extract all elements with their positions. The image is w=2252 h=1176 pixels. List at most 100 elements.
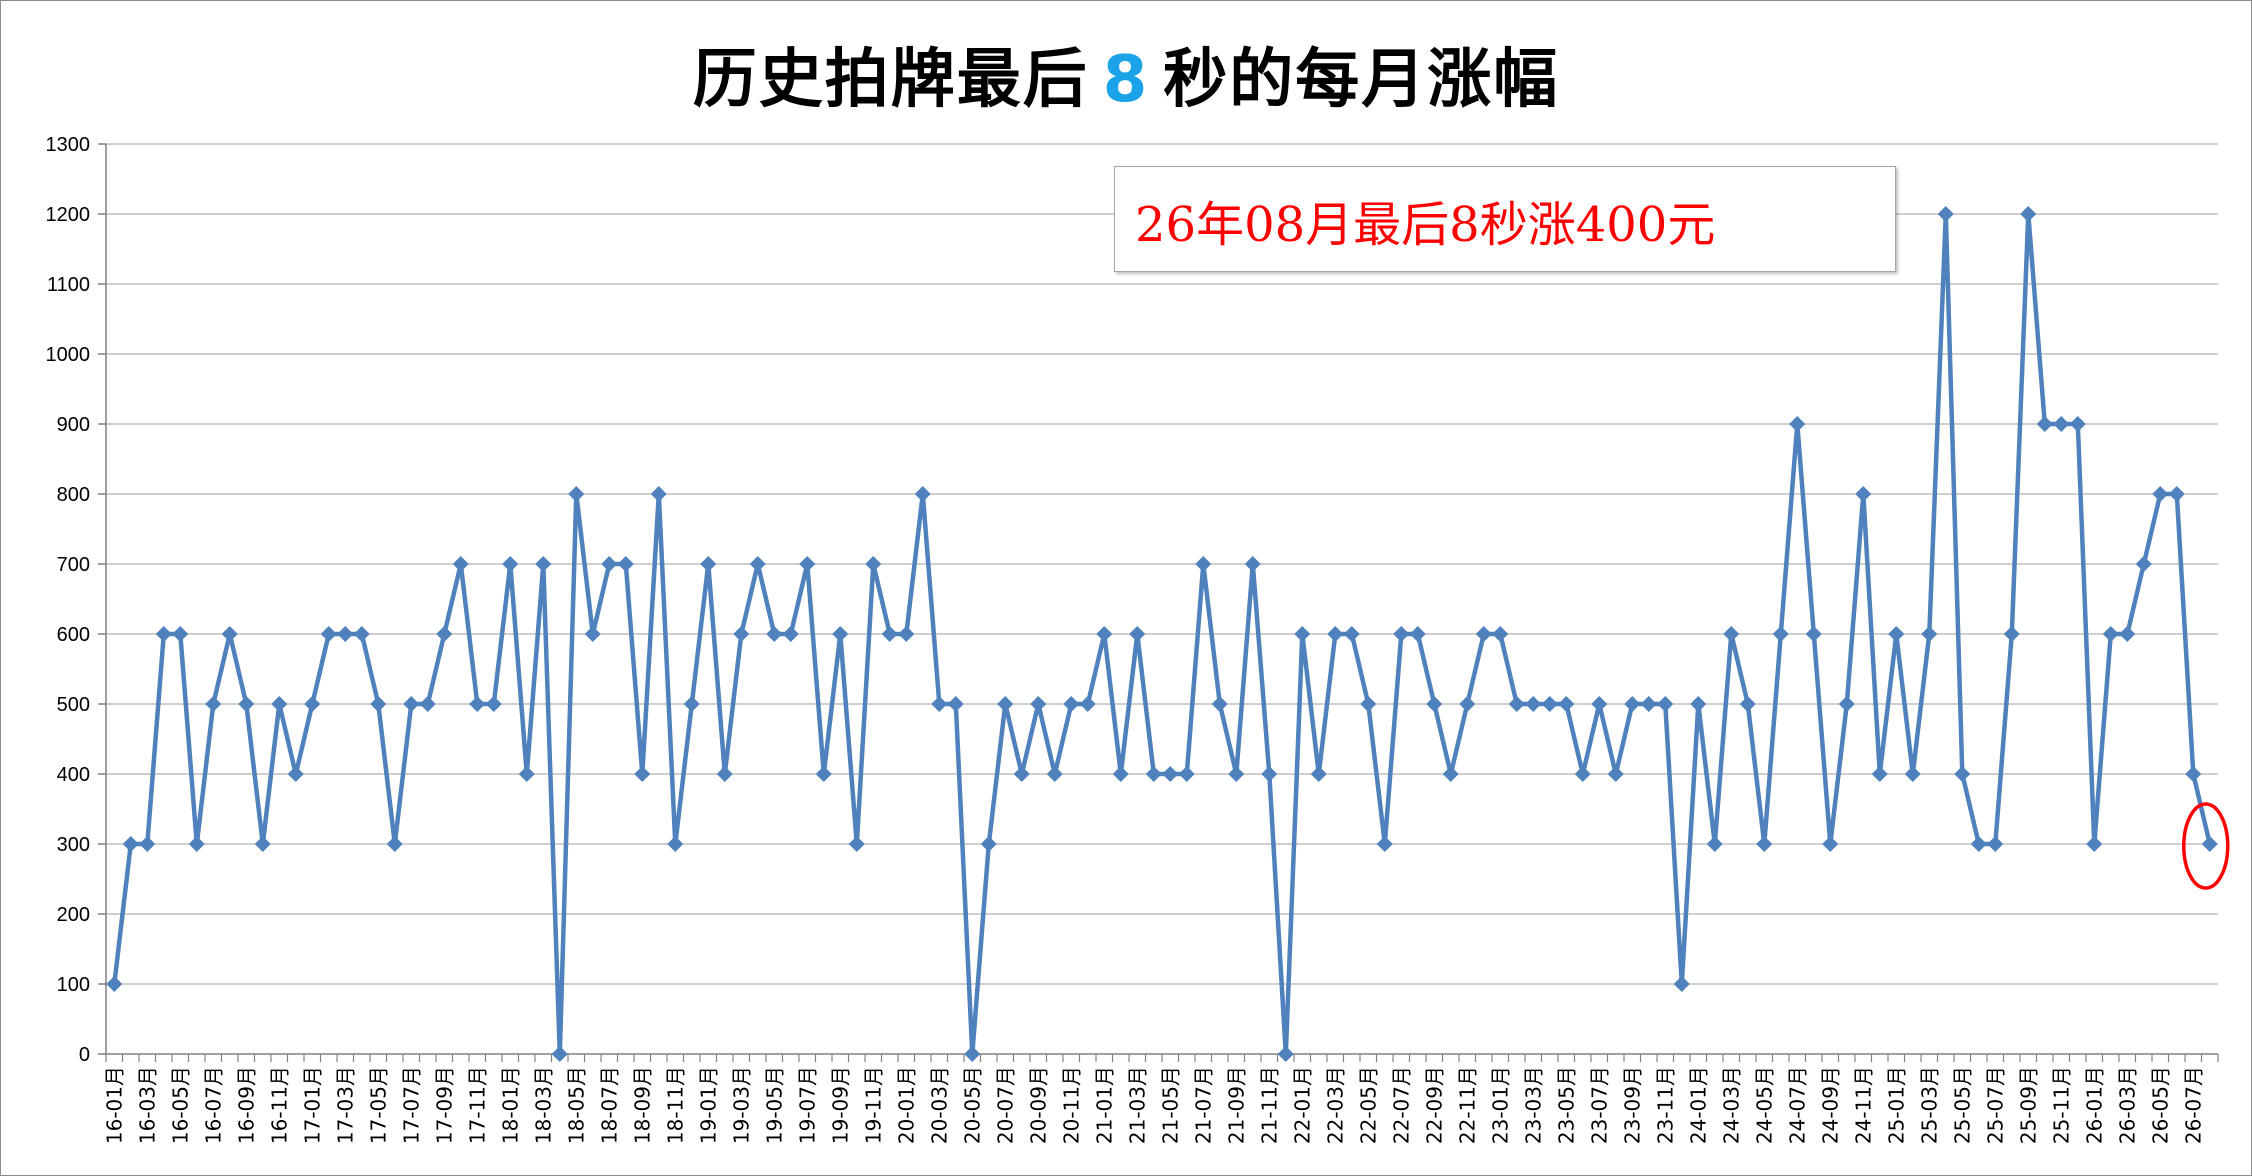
y-tick-label: 0 <box>79 1044 90 1066</box>
x-tick-label: 20-05月 <box>960 1066 984 1144</box>
data-point <box>1195 556 1212 572</box>
data-point <box>1921 626 1938 642</box>
data-point <box>1987 836 2004 852</box>
x-tick-label: 23-09月 <box>1620 1066 1644 1144</box>
annotation-box: 26年08月最后8秒涨400元 <box>1114 166 1896 272</box>
data-point <box>353 626 370 642</box>
x-tick-label: 24-11月 <box>1851 1066 1875 1144</box>
data-point <box>370 696 387 712</box>
y-tick-label: 1300 <box>46 134 91 156</box>
data-point <box>683 696 700 712</box>
x-tick-label: 20-07月 <box>993 1066 1017 1144</box>
x-tick-label: 26-03月 <box>2115 1066 2139 1144</box>
data-point <box>2069 416 2086 432</box>
data-point <box>254 836 271 852</box>
data-point <box>1393 626 1410 642</box>
data-point <box>1673 976 1690 992</box>
data-point <box>1838 696 1855 712</box>
x-tick-label: 17-05月 <box>366 1066 390 1144</box>
data-point <box>1129 626 1146 642</box>
data-point <box>1376 836 1393 852</box>
data-point <box>1789 416 1806 432</box>
data-point <box>1739 696 1756 712</box>
data-point <box>172 626 189 642</box>
data-point <box>287 766 304 782</box>
data-point <box>2185 766 2202 782</box>
data-point <box>386 836 403 852</box>
data-point <box>733 626 750 642</box>
data-point <box>799 556 816 572</box>
data-point <box>997 696 1014 712</box>
x-tick-label: 23-05月 <box>1554 1066 1578 1144</box>
x-tick-label: 22-01月 <box>1290 1066 1314 1144</box>
y-tick-label: 600 <box>57 624 90 646</box>
x-tick-label: 22-05月 <box>1356 1066 1380 1144</box>
data-point <box>667 836 684 852</box>
data-point <box>782 626 799 642</box>
data-point <box>815 766 832 782</box>
data-point <box>832 626 849 642</box>
data-point <box>1079 696 1096 712</box>
x-tick-label: 25-03月 <box>1917 1066 1941 1144</box>
data-point <box>634 766 651 782</box>
data-point <box>1178 766 1195 782</box>
data-point <box>1343 626 1360 642</box>
x-tick-label: 26-01月 <box>2082 1066 2106 1144</box>
data-point <box>1360 696 1377 712</box>
data-point <box>1492 626 1509 642</box>
x-tick-label: 18-11月 <box>663 1066 687 1144</box>
data-point <box>848 836 865 852</box>
annotation-text: 26年08月最后8秒涨400元 <box>1135 197 1716 253</box>
data-point <box>1871 766 1888 782</box>
data-point <box>964 1046 981 1062</box>
data-point <box>419 696 436 712</box>
data-point <box>2135 556 2152 572</box>
data-point <box>205 696 222 712</box>
data-point <box>1459 696 1476 712</box>
data-point <box>535 556 552 572</box>
chart-title-suffix: 秒的每月涨幅 <box>1163 42 1560 117</box>
x-tick-label: 21-05月 <box>1158 1066 1182 1144</box>
x-tick-label: 20-11月 <box>1059 1066 1083 1144</box>
y-tick-label: 300 <box>57 834 90 856</box>
data-point <box>1954 766 1971 782</box>
data-point <box>469 696 486 712</box>
y-tick-label: 800 <box>57 484 90 506</box>
data-point <box>1162 766 1179 782</box>
data-point <box>1244 556 1261 572</box>
y-tick-label: 1000 <box>46 344 91 366</box>
x-tick-label: 21-03月 <box>1125 1066 1149 1144</box>
data-point <box>1607 766 1624 782</box>
data-point <box>1277 1046 1294 1062</box>
data-point <box>271 696 288 712</box>
data-point <box>188 836 205 852</box>
data-point <box>320 626 337 642</box>
y-tick-label: 700 <box>57 554 90 576</box>
data-point <box>106 976 123 992</box>
x-tick-label: 19-05月 <box>762 1066 786 1144</box>
y-tick-label: 100 <box>57 974 90 996</box>
data-point <box>1525 696 1542 712</box>
series-line <box>112 211 2212 1057</box>
data-point <box>1822 836 1839 852</box>
x-tick-label: 17-01月 <box>300 1066 324 1144</box>
data-point <box>1211 696 1228 712</box>
data-point <box>238 696 255 712</box>
data-point <box>1888 626 1905 642</box>
x-tick-label: 21-07月 <box>1191 1066 1215 1144</box>
x-tick-label: 20-03月 <box>927 1066 951 1144</box>
data-point <box>766 626 783 642</box>
x-tick-label: 24-09月 <box>1818 1066 1842 1144</box>
x-tick-label: 26-05月 <box>2148 1066 2172 1144</box>
x-tick-label: 23-01月 <box>1488 1066 1512 1144</box>
data-point <box>1772 626 1789 642</box>
x-tick-label: 18-07月 <box>597 1066 621 1144</box>
x-tick-label: 24-07月 <box>1785 1066 1809 1144</box>
data-point <box>749 556 766 572</box>
data-point <box>139 836 156 852</box>
data-point <box>1541 696 1558 712</box>
data-point <box>337 626 354 642</box>
data-point <box>1591 696 1608 712</box>
x-tick-label: 25-09月 <box>2016 1066 2040 1144</box>
data-point <box>551 1046 568 1062</box>
